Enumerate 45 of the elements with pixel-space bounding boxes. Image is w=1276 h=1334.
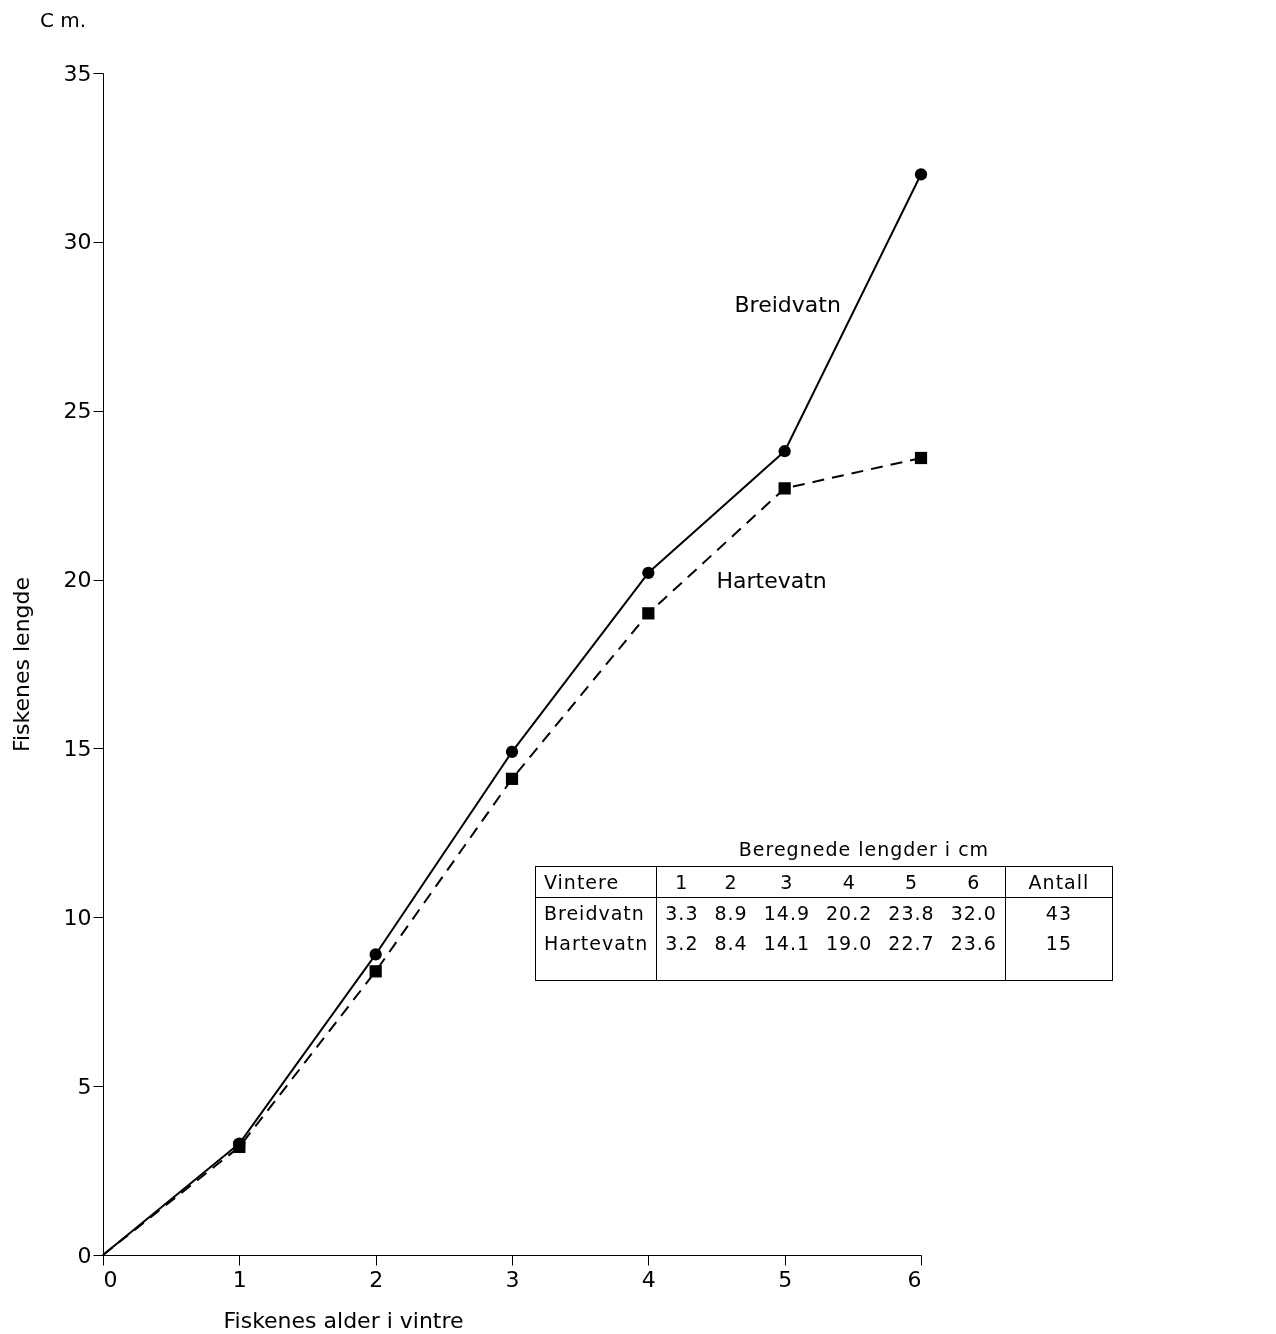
annotation: 20.2	[825, 901, 874, 926]
x-tick-label: 5	[778, 1266, 793, 1292]
text: C m.	[40, 8, 87, 32]
y-tick-label: 0	[77, 1242, 92, 1268]
y-tick-label: 5	[77, 1073, 92, 1099]
x-tick-label: 3	[505, 1266, 520, 1292]
text: Antall	[1005, 866, 1113, 898]
y-axis-title: Fiskenes lengde	[8, 576, 34, 753]
annotation: 2	[706, 866, 756, 898]
annotation: Vintere	[535, 866, 657, 898]
series-label: Breidvatn	[734, 291, 841, 317]
y-tick-label: 30	[63, 229, 92, 255]
annotation: 14.9	[762, 901, 811, 926]
y-tick-label: 35	[63, 60, 92, 86]
annotation: 19.0	[825, 931, 874, 956]
series-label: Hartevatn	[716, 567, 827, 593]
annotation: 8.9	[713, 901, 749, 926]
text: 15	[1005, 928, 1113, 981]
annotation: 4	[818, 866, 881, 898]
text: 23.6	[949, 931, 998, 956]
y-tick-label: 25	[63, 398, 92, 424]
annotation: 14.1	[762, 931, 811, 956]
text: 32.0	[949, 901, 998, 926]
text: 43	[1005, 897, 1113, 928]
y-tick-label: 15	[63, 735, 92, 761]
annotation: 22.7	[887, 931, 936, 956]
annotation: 5	[880, 866, 943, 898]
y-tick-label: 10	[63, 904, 92, 930]
x-tick-label: 1	[232, 1266, 247, 1292]
x-tick-label: 0	[103, 1266, 118, 1292]
annotation: Breidvatn	[535, 897, 657, 928]
annotation: 3.2	[664, 931, 700, 956]
x-tick-label: 4	[641, 1266, 656, 1292]
annotation: 8.4	[713, 931, 749, 956]
annotation: 23.8	[887, 901, 936, 926]
annotation: 3	[755, 866, 819, 898]
x-axis-title: Fiskenes alder i vintre	[223, 1307, 464, 1333]
x-tick-label: 2	[369, 1266, 384, 1292]
annotation: Hartevatn	[535, 928, 657, 981]
text: 6	[942, 866, 1006, 898]
annotation: Beregnede lengder i cm	[737, 838, 991, 860]
annotation: 1	[656, 866, 707, 898]
x-tick-label: 6	[907, 1266, 922, 1292]
y-tick-label: 20	[63, 567, 92, 593]
annotation: 3.3	[664, 901, 700, 926]
